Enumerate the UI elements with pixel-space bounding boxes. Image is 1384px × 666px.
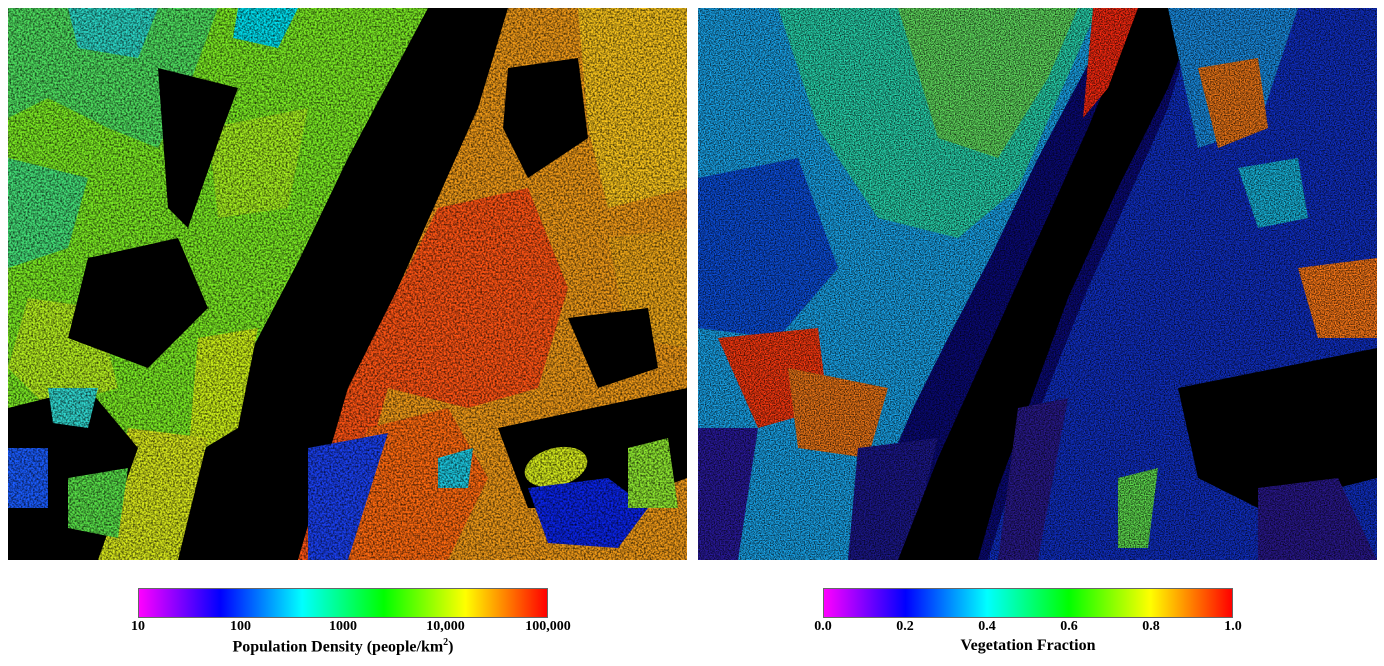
tick-label: 100,000 bbox=[525, 619, 571, 634]
vegetation-fraction-legend: 0.0 0.2 0.4 0.6 0.8 1.0 Vegetation Fract… bbox=[814, 588, 1242, 655]
tick-label: 100 bbox=[230, 619, 251, 634]
tick-label: 0.2 bbox=[896, 619, 914, 634]
population-density-map-graphic bbox=[8, 8, 687, 560]
vegetation-fraction-map bbox=[698, 8, 1377, 560]
tick-label: 0.6 bbox=[1060, 619, 1078, 634]
tick-label: 1000 bbox=[329, 619, 357, 634]
tick-label: 10,000 bbox=[426, 619, 465, 634]
tick-label: 10 bbox=[131, 619, 145, 634]
vegetation-fraction-map-graphic bbox=[698, 8, 1377, 560]
tick-label: 0.4 bbox=[978, 619, 996, 634]
tick-label: 0.0 bbox=[814, 619, 832, 634]
population-density-ticks: 10 100 1000 10,000 100,000 bbox=[131, 619, 571, 637]
tick-label: 0.8 bbox=[1142, 619, 1160, 634]
tick-label: 1.0 bbox=[1224, 619, 1242, 634]
population-density-legend-title: Population Density (people/km2) bbox=[232, 637, 454, 656]
population-density-map bbox=[8, 8, 687, 560]
vegetation-fraction-colorbar bbox=[823, 588, 1233, 618]
population-density-legend: 10 100 1000 10,000 100,000 Population De… bbox=[131, 588, 571, 656]
population-density-colorbar bbox=[138, 588, 548, 618]
vegetation-fraction-legend-title: Vegetation Fraction bbox=[960, 637, 1096, 654]
vegetation-fraction-ticks: 0.0 0.2 0.4 0.6 0.8 1.0 bbox=[814, 619, 1242, 637]
